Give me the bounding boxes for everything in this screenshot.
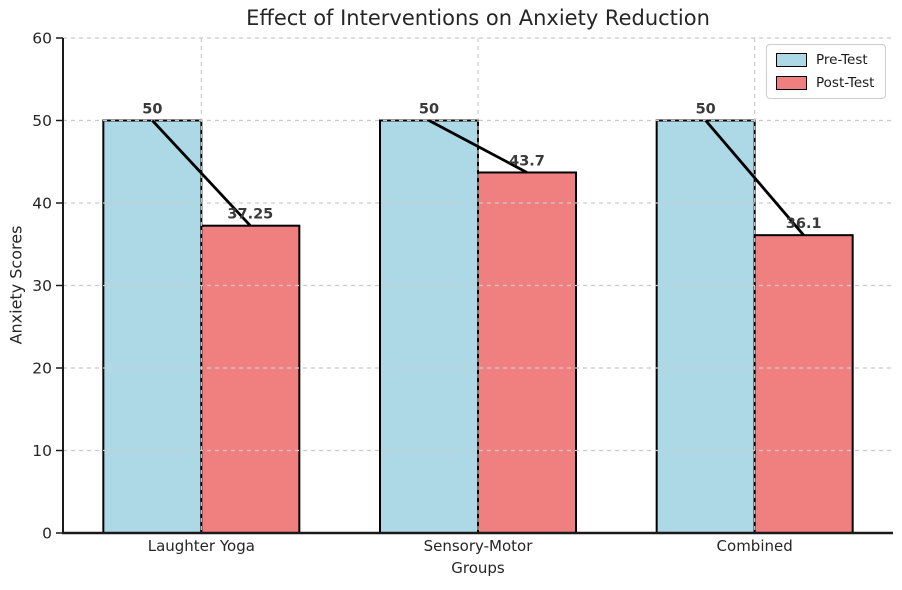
legend-entry-post-test: Post-Test — [776, 75, 874, 91]
decline-line-combined — [704, 119, 805, 237]
legend-label-post-test: Post-Test — [816, 75, 875, 91]
y-tick-label-0: 0 — [42, 525, 52, 543]
y-tick-label-60: 60 — [32, 30, 52, 48]
y-axis-label: Anxiety Scores — [6, 225, 26, 345]
bar-post-test-laughter-yoga — [200, 224, 301, 534]
bar-post-test-combined — [753, 234, 854, 535]
bar-pre-test-sensory-motor — [379, 119, 479, 534]
bar-value-label-pre-test-sensory-motor: 50 — [419, 102, 439, 118]
bar-pre-test-laughter-yoga — [102, 119, 203, 534]
bar-post-test-sensory-motor — [477, 171, 577, 534]
bar-value-label-post-test-combined: 36.1 — [786, 216, 822, 232]
decline-line-sensory-motor — [428, 119, 528, 174]
decline-line-laughter-yoga — [151, 119, 252, 227]
y-tick-label-50: 50 — [32, 112, 52, 130]
legend: Pre-Test Post-Test — [766, 44, 887, 99]
bar-value-label-pre-test-laughter-yoga: 50 — [142, 102, 162, 118]
legend-swatch-pre-test — [776, 53, 807, 67]
bar-value-label-post-test-laughter-yoga: 37.25 — [227, 207, 273, 223]
x-axis-label: Groups — [451, 559, 505, 577]
legend-label-pre-test: Pre-Test — [816, 52, 868, 68]
y-tick-label-40: 40 — [32, 195, 52, 213]
x-tick-label-combined: Combined — [717, 537, 793, 555]
bar-pre-test-combined — [655, 119, 756, 534]
y-tick-label-10: 10 — [32, 442, 52, 460]
x-tick-label-laughter-yoga: Laughter Yoga — [148, 537, 255, 555]
bar-value-label-pre-test-combined: 50 — [696, 102, 716, 118]
legend-swatch-post-test — [776, 76, 807, 90]
y-tick-label-20: 20 — [32, 360, 52, 378]
x-tick-label-sensory-motor: Sensory-Motor — [424, 537, 534, 555]
chart-title: Effect of Interventions on Anxiety Reduc… — [246, 6, 710, 30]
legend-entry-pre-test: Pre-Test — [776, 52, 874, 68]
y-tick-label-30: 30 — [32, 277, 52, 295]
bar-value-label-post-test-sensory-motor: 43.7 — [509, 153, 545, 169]
